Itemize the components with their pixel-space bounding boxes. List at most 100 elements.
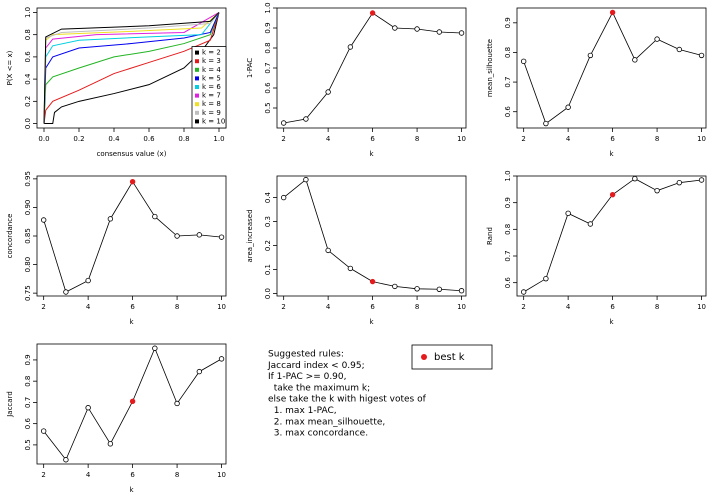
y-tick-label: 0.3: [264, 216, 272, 227]
y-tick-label: 0.95: [24, 171, 32, 187]
legend-label: k = 10: [202, 117, 225, 125]
legend-label: k = 6: [202, 83, 221, 91]
ecdf-line: [43, 12, 220, 124]
ecdf-line: [43, 12, 220, 124]
y-tick-label: 0.2: [264, 240, 272, 251]
plot-box: [276, 175, 467, 297]
y-tick-label: 0.6: [504, 106, 512, 118]
y-axis-label: concordance: [6, 214, 14, 259]
point: [632, 175, 638, 182]
y-tick-label: 0.9: [504, 197, 512, 208]
legend-label: k = 9: [202, 109, 221, 117]
x-tick-label: 10: [217, 471, 226, 479]
point: [129, 398, 136, 405]
rule-line: 1. max 1-PAC,: [268, 406, 337, 416]
point: [458, 288, 465, 294]
point: [303, 176, 309, 183]
y-tick-label: 0.8: [24, 29, 32, 40]
y-tick-label: 0.2: [24, 96, 32, 107]
y-tick-label: 0.8: [24, 376, 32, 387]
point: [40, 217, 47, 223]
y-tick-label: 0.9: [24, 354, 32, 365]
y-tick-label: 0.9: [504, 17, 512, 28]
point: [565, 104, 571, 110]
point: [632, 57, 638, 63]
point: [85, 277, 91, 284]
point: [414, 286, 420, 292]
y-axis-label: 1-PAC: [246, 58, 254, 78]
legend-swatch: [195, 119, 199, 124]
legend-label: best k: [434, 352, 465, 363]
x-tick-label: 4: [566, 135, 571, 143]
y-tick-label: 0.4: [24, 73, 32, 85]
x-tick-label: 8: [415, 135, 419, 143]
x-tick-label: 2: [521, 303, 525, 311]
x-axis-label: k: [129, 318, 134, 326]
rule-line: 2. max mean_silhouette,: [268, 417, 385, 427]
x-axis-label: k: [369, 318, 374, 326]
x-tick-label: 8: [655, 135, 659, 143]
legend-swatch: [195, 67, 199, 72]
y-tick-label: 0.7: [504, 77, 512, 88]
y-tick-label: 0.7: [504, 250, 512, 261]
y-tick-label: 1.0: [24, 7, 32, 18]
point: [654, 187, 660, 194]
point: [63, 457, 69, 463]
y-tick-label: 1.0: [264, 2, 272, 13]
point: [587, 52, 594, 59]
x-tick-label: 6: [370, 135, 375, 143]
plot-box: [516, 7, 707, 129]
x-tick-label: 6: [610, 135, 615, 143]
y-axis-label: area_increased: [246, 209, 254, 262]
x-tick-label: 1.0: [213, 135, 224, 143]
x-tick-label: 2: [281, 135, 285, 143]
point: [698, 52, 705, 59]
plot-box: [276, 7, 467, 129]
point: [85, 405, 91, 411]
point: [280, 120, 287, 126]
rule-line: else take the k with higest votes of: [268, 395, 427, 405]
point: [174, 233, 180, 239]
y-tick-label: 0.6: [504, 277, 512, 289]
line: [43, 180, 222, 293]
point: [543, 275, 549, 282]
y-axis-label: Rand: [486, 227, 494, 245]
x-tick-label: 2: [281, 303, 285, 311]
x-tick-label: 6: [130, 471, 135, 479]
x-tick-label: 0.0: [38, 135, 49, 143]
y-tick-label: 0.75: [24, 285, 32, 301]
ecdf-line: [43, 12, 220, 124]
point: [152, 213, 158, 220]
x-tick-label: 6: [370, 303, 375, 311]
legend-label: k = 5: [202, 74, 221, 82]
legend-swatch: [195, 59, 199, 64]
legend-label: k = 4: [202, 66, 221, 74]
x-tick-label: 10: [217, 303, 226, 311]
point: [347, 44, 354, 50]
legend-label: k = 7: [202, 92, 221, 100]
legend-label: k = 3: [202, 57, 221, 65]
x-tick-label: 8: [175, 471, 179, 479]
point: [152, 345, 158, 351]
x-tick-label: 6: [130, 303, 135, 311]
x-tick-label: 2: [41, 471, 45, 479]
point: [196, 232, 203, 238]
y-tick-label: 0.8: [504, 47, 512, 58]
x-tick-label: 6: [610, 303, 615, 311]
point: [609, 9, 616, 16]
point: [587, 221, 594, 227]
ecdf-line: [44, 12, 220, 125]
y-tick-label: 0.1: [264, 264, 272, 275]
point: [676, 179, 683, 186]
legend-swatch: [195, 50, 199, 55]
legend-swatch: [195, 85, 199, 89]
point: [280, 194, 287, 201]
x-tick-label: 0.6: [143, 135, 155, 143]
point: [218, 356, 225, 362]
y-tick-label: 0.6: [24, 51, 32, 63]
y-tick-label: 1.0: [504, 170, 512, 181]
line: [523, 11, 702, 125]
rule-line: take the maximum k;: [268, 383, 370, 393]
legend-label: k = 8: [202, 100, 221, 108]
